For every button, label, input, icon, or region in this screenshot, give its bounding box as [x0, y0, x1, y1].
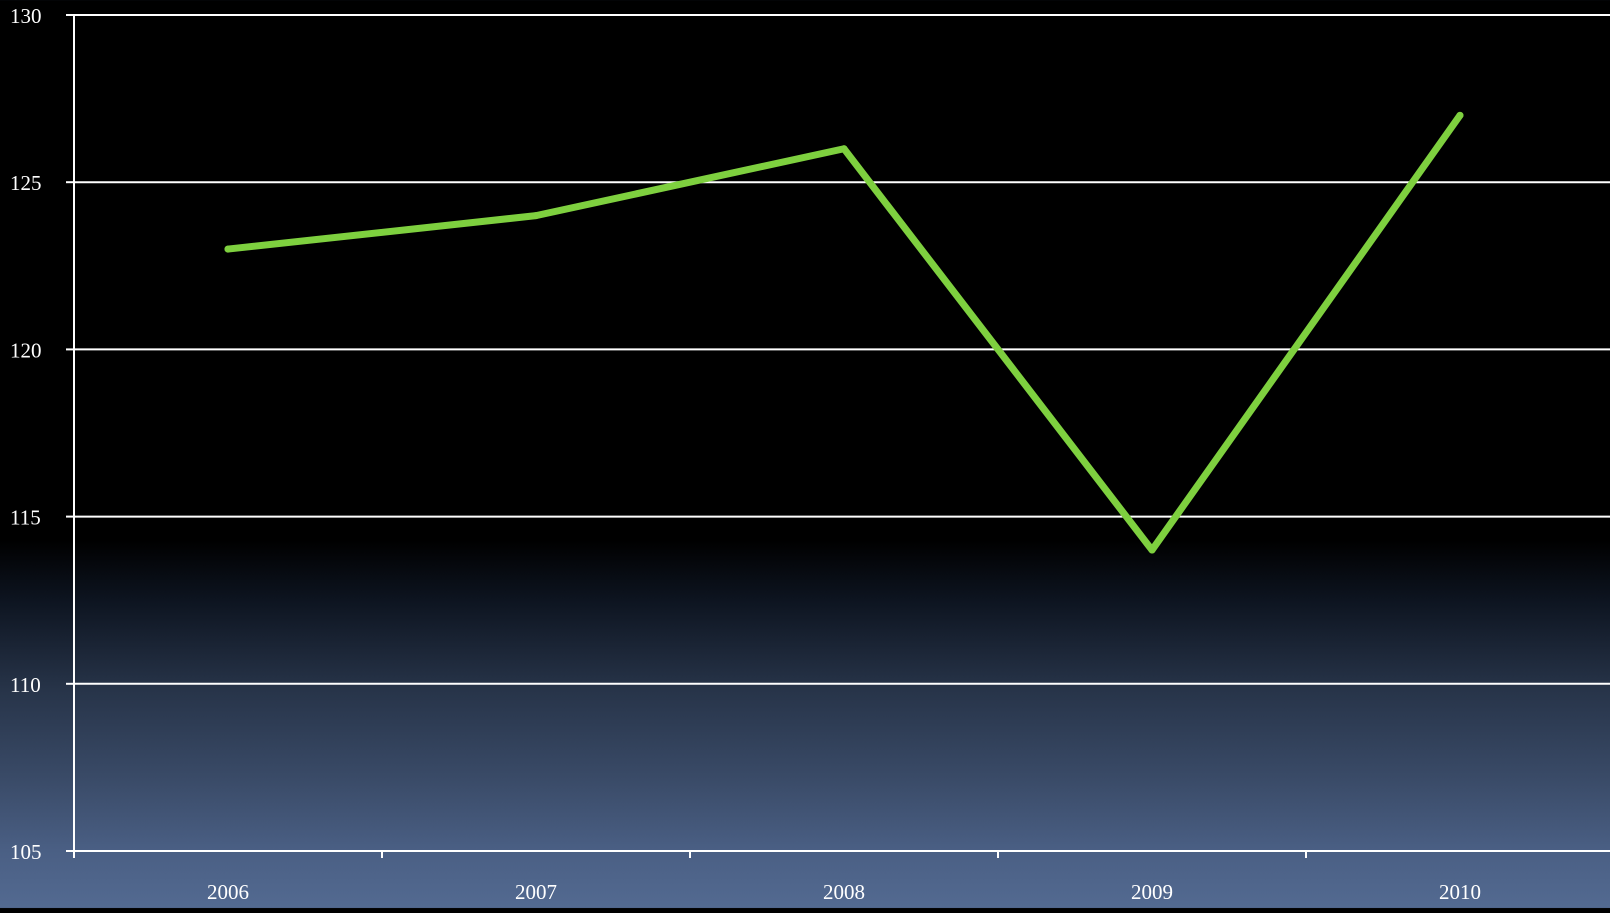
x-tick-label-2010: 2010 [1439, 880, 1481, 904]
y-tick-label-120: 120 [10, 338, 42, 362]
data-point-2007 [532, 212, 540, 220]
series-line-0 [224, 111, 1464, 554]
y-tick-label-130: 130 [10, 4, 42, 28]
data-point-2008 [840, 145, 848, 153]
y-tick-label-110: 110 [10, 673, 41, 697]
series-layer [224, 111, 1464, 554]
x-tick-label-2007: 2007 [515, 880, 557, 904]
tick-labels: 105 110 115 120 125 130 2006 2007 2008 2009 2010 [10, 4, 1481, 904]
data-point-2009 [1148, 546, 1156, 554]
data-point-2010 [1456, 111, 1464, 119]
y-tick-label-125: 125 [10, 171, 42, 195]
data-point-2006 [224, 245, 232, 253]
gridlines [74, 14, 1610, 685]
x-tick-label-2008: 2008 [823, 880, 865, 904]
x-tick-label-2006: 2006 [207, 880, 249, 904]
x-tick-label-2009: 2009 [1131, 880, 1173, 904]
y-tick-label-115: 115 [10, 506, 41, 530]
y-tick-label-105: 105 [10, 840, 42, 864]
axes [66, 14, 1610, 858]
